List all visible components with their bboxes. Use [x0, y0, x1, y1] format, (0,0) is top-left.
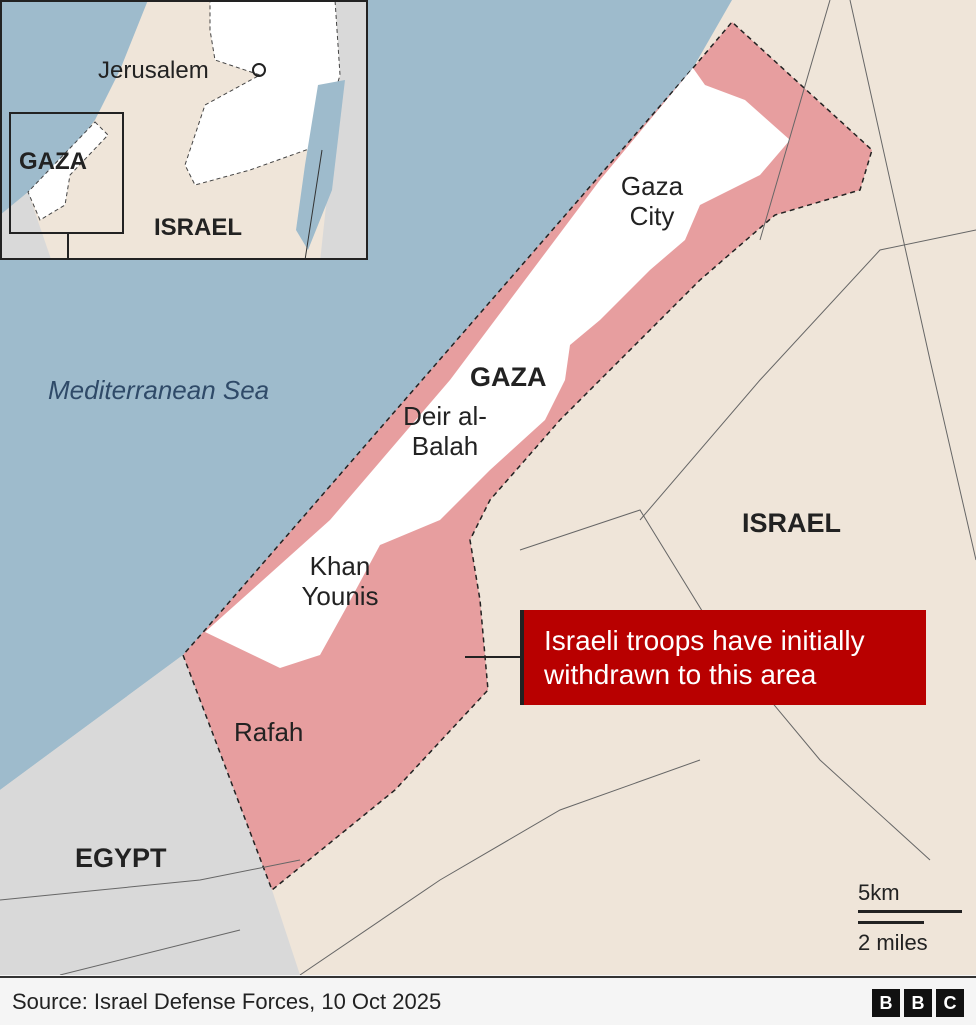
- jerusalem-marker-icon: [252, 63, 266, 77]
- withdrawal-zone: [182, 20, 873, 892]
- label-israel: ISRAEL: [742, 508, 842, 538]
- gaza-strip-white: [205, 68, 790, 668]
- inset-label-gaza: GAZA: [19, 148, 87, 175]
- scale-bar: 5km 2 miles: [858, 880, 962, 956]
- roads: [0, 0, 976, 976]
- scale-miles-bar: [858, 921, 924, 924]
- map: Mediterranean Sea GAZA Gaza City Deir al…: [0, 0, 976, 976]
- locator-inset: Jerusalem GAZA ISRAEL: [0, 0, 368, 260]
- inset-label-jerusalem: Jerusalem: [98, 57, 209, 84]
- bbc-logo-b1: B: [872, 989, 900, 1017]
- inset-label-israel: ISRAEL: [154, 214, 243, 241]
- label-egypt: EGYPT: [75, 843, 167, 873]
- label-khan-younis: Khan Younis: [301, 551, 379, 611]
- map-base: [0, 0, 976, 976]
- source-text: Source: Israel Defense Forces, 10 Oct 20…: [12, 989, 442, 1014]
- bbc-logo-c: C: [936, 989, 964, 1017]
- label-gaza: GAZA: [470, 362, 547, 392]
- footer: Source: Israel Defense Forces, 10 Oct 20…: [0, 976, 976, 1025]
- scale-km: 5km: [858, 880, 900, 905]
- scale-miles: 2 miles: [858, 930, 928, 955]
- egypt-land: [0, 655, 300, 975]
- bbc-logo: B B C: [872, 989, 964, 1017]
- label-gaza-city: Gaza City: [620, 171, 684, 231]
- withdrawal-callout: Israeli troops have initially withdrawn …: [520, 610, 926, 705]
- scale-km-bar: [858, 910, 962, 913]
- label-mediterranean-sea: Mediterranean Sea: [48, 375, 270, 405]
- label-rafah: Rafah: [234, 717, 304, 747]
- label-deir-al-balah: Deir al-Balah: [403, 401, 487, 461]
- bbc-logo-b2: B: [904, 989, 932, 1017]
